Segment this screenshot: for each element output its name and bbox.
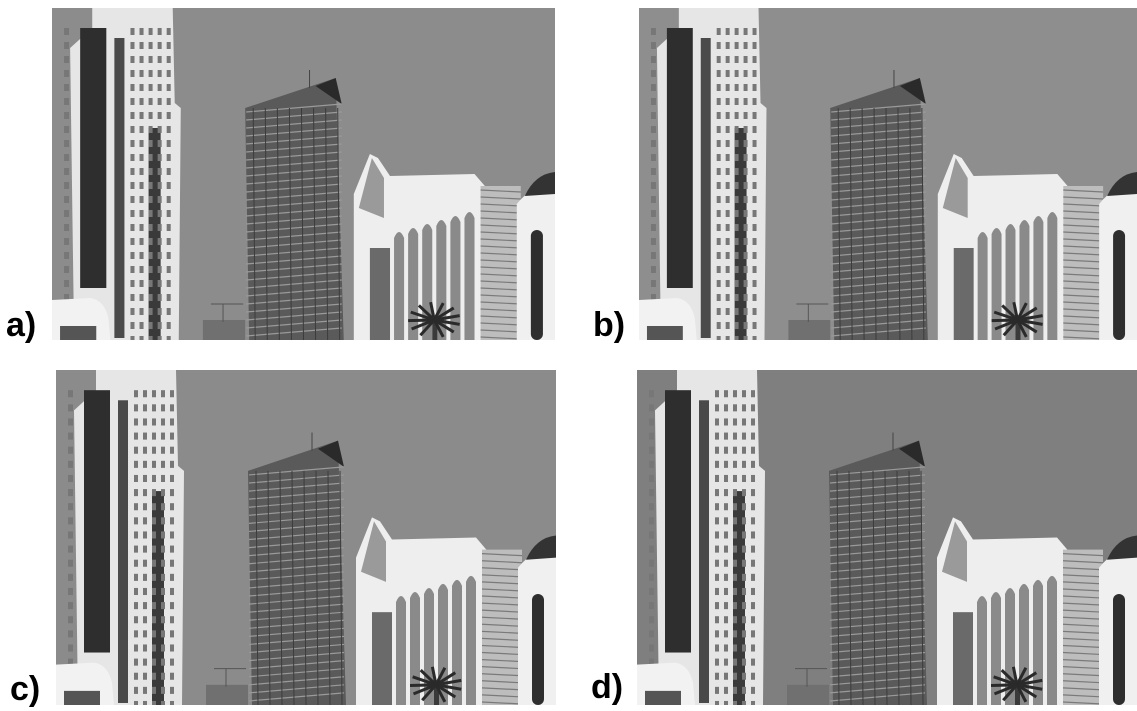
panel-c-label: c) [10, 670, 41, 708]
skyline-photo [639, 8, 1137, 340]
skyline-photo [52, 8, 555, 340]
skyline-photo [56, 370, 556, 705]
panel-d-photo [637, 370, 1137, 705]
panel-b-photo [639, 8, 1137, 340]
panel-b-label: b) [593, 306, 626, 344]
panel-a-label: a) [6, 306, 37, 344]
skyline-photo [637, 370, 1137, 705]
panel-c-photo [56, 370, 556, 705]
panel-a-photo [52, 8, 555, 340]
panel-d-label: d) [591, 668, 624, 706]
